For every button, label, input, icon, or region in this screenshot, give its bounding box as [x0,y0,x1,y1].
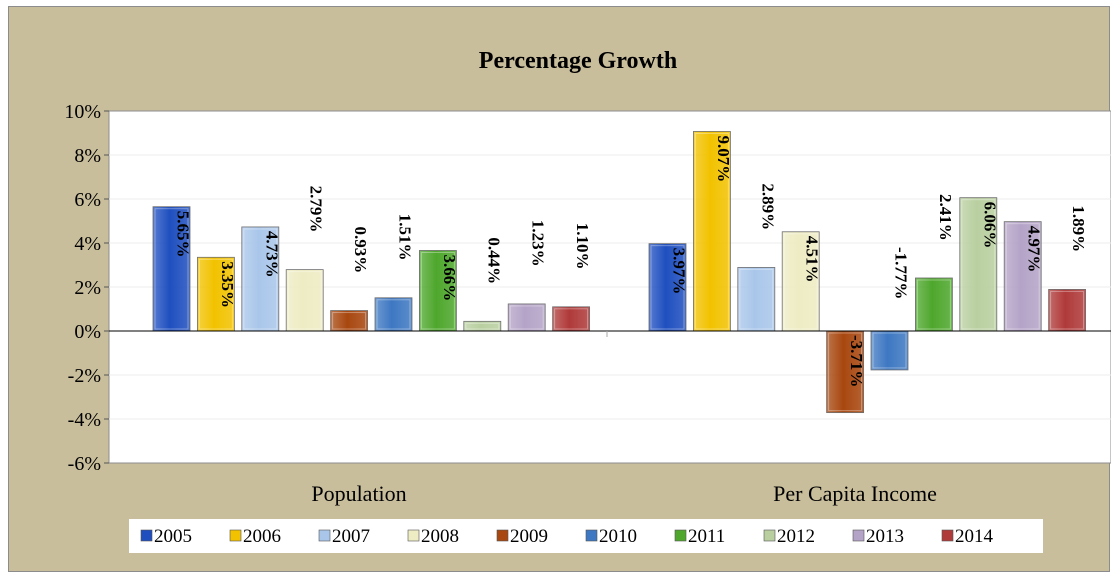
y-tick-label: -6% [68,453,101,475]
y-tick-label: -4% [68,409,101,431]
data-label: 4.97% [1025,226,1044,273]
legend-swatch-2011 [675,530,686,541]
bar-2010-per-capita-income [871,331,908,370]
legend-label-2014: 2014 [955,526,994,547]
legend-swatch-2008 [408,530,419,541]
bar-2010-population [375,298,412,331]
data-label: 3.66% [440,254,459,301]
bar-2007-per-capita-income [738,267,775,331]
bar-2008-population [286,270,323,331]
y-tick-label: 4% [74,233,101,255]
bar-2014-population [553,307,590,331]
data-label: 1.23% [529,220,548,267]
data-label: 1.89% [1069,205,1088,252]
y-tick-label: 8% [74,145,101,167]
legend-label-2011: 2011 [688,526,725,547]
legend-label-2006: 2006 [243,526,281,547]
chart-svg: Percentage Growth 10% 8% 6% 4% 2% 0% -2% -4% -6%… [9,7,1111,573]
legend: 2005 2006 2007 2008 2009 2010 2011 2012 2013 2014 [129,519,1043,553]
data-label: 3.97% [670,248,689,295]
legend-label-2013: 2013 [866,526,904,547]
data-label: -1.77% [892,247,911,299]
legend-swatch-2006 [230,530,241,541]
legend-label-2007: 2007 [332,526,370,547]
y-tick-label: 10% [64,101,101,123]
data-label: 2.41% [936,194,955,241]
data-label: 0.44% [484,237,503,284]
data-label: 1.10% [573,223,592,270]
y-tick-label: 2% [74,277,101,299]
data-label: 5.65% [174,211,193,258]
category-label: Per Capita Income [773,481,937,506]
legend-swatch-2013 [853,530,864,541]
y-axis-ticks: 10% 8% 6% 4% 2% 0% -2% -4% -6% [64,101,109,475]
bar-2014-per-capita-income [1049,289,1086,331]
category-label: Population [311,481,406,506]
data-label: 3.35% [218,261,237,308]
bar-2012-population [464,321,501,331]
data-label: 9.07% [714,135,733,182]
bar-2011-per-capita-income [915,278,952,331]
y-tick-label: -2% [68,365,101,387]
legend-swatch-2012 [764,530,775,541]
data-label: 4.51% [803,236,822,283]
chart-frame: Percentage Growth 10% 8% 6% 4% 2% 0% -2% -4% -6%… [8,6,1110,572]
legend-swatch-2010 [586,530,597,541]
bar-2013-population [508,304,545,331]
legend-label-2005: 2005 [154,526,192,547]
data-label: -3.71% [847,335,866,387]
legend-swatch-2014 [942,530,953,541]
legend-swatch-2005 [141,530,152,541]
legend-swatch-2009 [497,530,508,541]
chart-title: Percentage Growth [479,48,677,74]
legend-label-2008: 2008 [421,526,459,547]
data-label: 4.73% [262,231,281,278]
y-tick-label: 6% [74,189,101,211]
data-label: 1.51% [396,214,415,261]
data-label: 2.89% [758,183,777,230]
bar-2009-population [331,311,368,331]
legend-label-2012: 2012 [777,526,815,547]
legend-label-2010: 2010 [599,526,637,547]
y-tick-label: 0% [74,321,101,343]
data-label: 6.06% [980,202,999,249]
data-label: 0.93% [351,227,370,274]
data-label: 2.79% [307,186,326,233]
legend-label-2009: 2009 [510,526,548,547]
legend-swatch-2007 [319,530,330,541]
category-labels: Population Per Capita Income [311,481,937,506]
